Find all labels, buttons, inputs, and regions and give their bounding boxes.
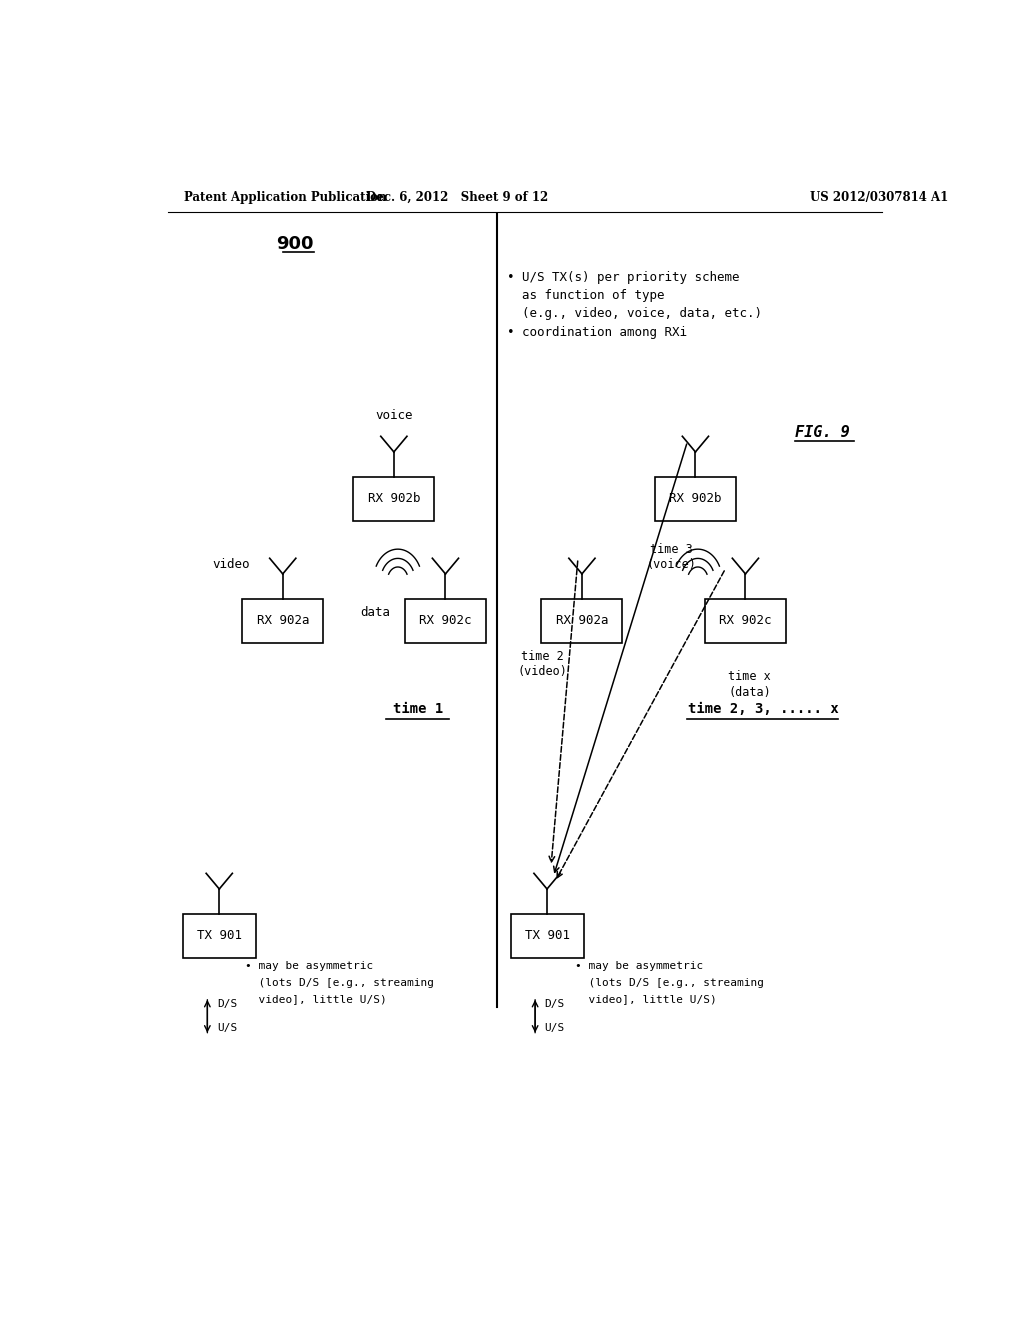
Text: • U/S TX(s) per priority scheme: • U/S TX(s) per priority scheme <box>507 271 740 284</box>
Text: RX 902a: RX 902a <box>256 614 309 627</box>
Text: D/S: D/S <box>545 999 565 1008</box>
FancyBboxPatch shape <box>542 598 623 643</box>
Text: data: data <box>360 606 390 619</box>
Text: (voice): (voice) <box>647 558 696 572</box>
Text: time 1: time 1 <box>392 702 442 717</box>
Text: (data): (data) <box>728 685 771 698</box>
Text: video], little U/S): video], little U/S) <box>574 994 717 1005</box>
Text: U/S: U/S <box>545 1023 565 1034</box>
Text: US 2012/0307814 A1: US 2012/0307814 A1 <box>811 190 949 203</box>
FancyBboxPatch shape <box>705 598 785 643</box>
Text: video], little U/S): video], little U/S) <box>246 994 387 1005</box>
Text: • may be asymmetric: • may be asymmetric <box>246 961 374 972</box>
Text: RX 902a: RX 902a <box>556 614 608 627</box>
Text: RX 902c: RX 902c <box>419 614 472 627</box>
Text: U/S: U/S <box>217 1023 238 1034</box>
Text: TX 901: TX 901 <box>524 929 569 942</box>
Text: FIG. 9: FIG. 9 <box>795 425 850 441</box>
FancyBboxPatch shape <box>404 598 486 643</box>
Text: TX 901: TX 901 <box>197 929 242 942</box>
Text: Patent Application Publication: Patent Application Publication <box>183 190 386 203</box>
Text: video: video <box>212 558 250 572</box>
Text: • coordination among RXi: • coordination among RXi <box>507 326 687 339</box>
Text: (video): (video) <box>517 665 567 678</box>
Text: Dec. 6, 2012   Sheet 9 of 12: Dec. 6, 2012 Sheet 9 of 12 <box>367 190 549 203</box>
FancyBboxPatch shape <box>353 477 434 521</box>
Text: as function of type: as function of type <box>507 289 665 302</box>
Text: 900: 900 <box>275 235 313 252</box>
FancyBboxPatch shape <box>182 913 256 958</box>
Text: D/S: D/S <box>217 999 238 1008</box>
Text: voice: voice <box>375 409 413 422</box>
FancyBboxPatch shape <box>243 598 324 643</box>
Text: • may be asymmetric: • may be asymmetric <box>574 961 703 972</box>
Text: (lots D/S [e.g., streaming: (lots D/S [e.g., streaming <box>574 978 764 987</box>
Text: (lots D/S [e.g., streaming: (lots D/S [e.g., streaming <box>246 978 434 987</box>
FancyBboxPatch shape <box>655 477 736 521</box>
Text: RX 902b: RX 902b <box>669 492 722 506</box>
Text: time 3: time 3 <box>650 544 693 556</box>
Text: RX 902c: RX 902c <box>719 614 772 627</box>
Text: time 2, 3, ..... x: time 2, 3, ..... x <box>687 702 839 717</box>
FancyBboxPatch shape <box>511 913 584 958</box>
Text: (e.g., video, voice, data, etc.): (e.g., video, voice, data, etc.) <box>507 308 762 321</box>
Text: time 2: time 2 <box>521 649 563 663</box>
Text: RX 902b: RX 902b <box>368 492 420 506</box>
Text: time x: time x <box>728 671 771 684</box>
